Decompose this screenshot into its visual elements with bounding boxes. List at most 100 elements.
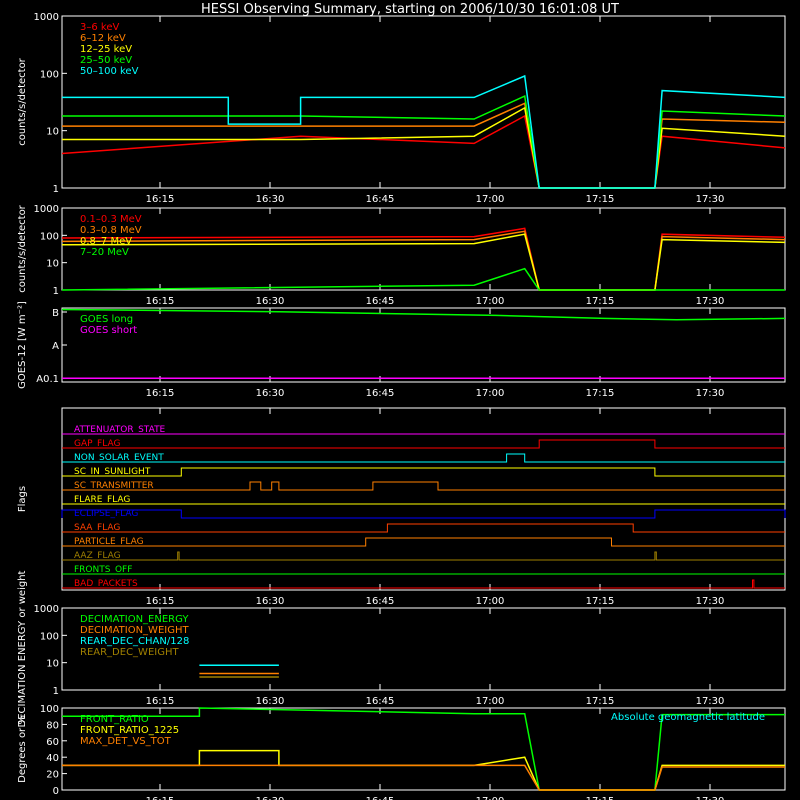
y-tick-label: 100 [40,69,59,80]
flag-line [62,537,785,547]
flag-line [62,551,785,561]
x-tick-label: 16:30 [256,388,285,399]
flag-line [62,467,785,477]
flag-label: AAZ_FLAG [74,551,121,561]
x-tick-label: 16:30 [256,296,285,307]
x-tick-label: 17:15 [586,696,615,707]
x-tick-label: 17:30 [696,388,725,399]
x-tick-label: 16:30 [256,796,285,800]
flag-line [62,439,785,449]
flag-line [62,481,785,491]
x-tick-label: 17:30 [696,596,725,607]
y-tick-label: 100 [40,231,59,242]
y-tick-label: 80 [46,720,59,731]
series-line [61,267,785,291]
flag-label: NON_SOLAR_EVENT [74,453,164,463]
x-tick-label: 16:45 [366,796,395,800]
flag-label: FRONTS_OFF [74,565,132,575]
figure-title: HESSI Observing Summary, starting on 200… [201,2,619,17]
y-axis-label: Degrees or % [17,715,28,783]
x-tick-label: 16:30 [256,194,285,205]
legend-entry: GOES long [80,314,133,325]
panel-frame-4 [61,607,786,691]
flag-line [62,523,785,533]
x-tick-label: 17:15 [586,596,615,607]
x-tick-label: 16:45 [366,296,395,307]
legend-entry: 50–100 keV [80,66,139,77]
legend-entry: 0.8–7 MeV [80,236,132,247]
x-tick-label: 17:30 [696,796,725,800]
flag-label: SC_IN_SUNLIGHT [74,467,151,477]
legend-entry: 3–6 keV [80,22,119,33]
series-line [61,308,786,321]
panel-frame-3 [61,407,786,591]
x-tick-label: 17:15 [586,296,615,307]
flag-line [61,509,786,519]
legend-entry: REAR_DEC_CHAN/128 [80,636,189,647]
x-tick-label: 16:15 [146,194,175,205]
x-tick-label: 17:30 [696,696,725,707]
x-tick-label: 16:15 [146,388,175,399]
series-line [62,95,786,189]
flag-label: BAD_PACKETS [74,579,138,589]
x-tick-label: 16:45 [366,696,395,707]
x-tick-label: 17:00 [476,194,505,205]
x-tick-label: 17:15 [586,388,615,399]
x-tick-label: 17:00 [476,596,505,607]
y-axis-label: counts/s/detector [17,204,28,292]
y-tick-label: 20 [46,770,59,781]
flag-line [62,579,785,589]
flag-label: PARTICLE_FLAG [74,537,144,547]
series-line [62,106,786,189]
x-tick-label: 16:15 [146,296,175,307]
y-tick-label: A0.1 [36,374,59,385]
x-tick-label: 16:30 [256,696,285,707]
y-tick-label: 10 [46,127,59,138]
legend-entry: DECIMATION_WEIGHT [80,625,189,636]
flag-label: FLARE_FLAG [74,495,130,505]
legend-entry: 0.3–0.8 MeV [80,225,142,236]
annotation-label: Absolute geomagnetic latitude [611,712,765,723]
flag-label: ECLIPSE_FLAG [74,509,138,519]
y-tick-label: 100 [40,704,59,715]
legend-entry: REAR_DEC_WEIGHT [80,647,179,658]
legend-entry: FRONT_RATIO [80,714,149,725]
y-tick-label: 10 [46,659,59,670]
y-axis-label: Flags [17,486,28,512]
y-axis-label: GOES-12 [W m⁻²] [17,301,28,389]
flag-label: ATTENUATOR_STATE [74,425,166,435]
y-tick-label: 1 [53,184,59,195]
y-tick-label: 1000 [34,12,59,23]
y-tick-label: B [52,308,59,319]
panel-frame-5 [61,707,786,791]
flag-label: GAP_FLAG [74,439,120,449]
x-tick-label: 17:30 [696,296,725,307]
y-tick-label: 60 [46,737,59,748]
y-tick-label: 100 [40,631,59,642]
y-tick-label: 10 [46,259,59,270]
flag-line [62,453,785,463]
y-axis-label: counts/s/detector [17,57,28,145]
y-tick-label: 1000 [34,204,59,215]
x-tick-label: 17:30 [696,194,725,205]
y-tick-label: 40 [46,753,59,764]
legend-entry: 7–20 MeV [80,247,129,258]
y-tick-label: 1 [53,686,59,697]
legend-entry: MAX_DET_VS_TOT [80,736,172,747]
x-tick-label: 17:00 [476,696,505,707]
legend-entry: DECIMATION_ENERGY [80,614,189,625]
panel-frame-0 [61,15,786,189]
y-tick-label: 0 [53,786,59,797]
x-tick-label: 16:45 [366,596,395,607]
x-tick-label: 17:00 [476,388,505,399]
x-tick-label: 17:00 [476,796,505,800]
x-tick-label: 16:15 [146,696,175,707]
series-line [62,749,785,791]
panels-group: 16:15 16:30 16:45 17:00 17:15 17:30 counts/s/d… [17,12,786,800]
series-line [62,764,785,791]
flag-label: SC_TRANSMITTER [74,481,154,491]
y-tick-label: A [52,341,59,352]
y-tick-label: 1 [53,286,59,297]
y-tick-label: 1000 [34,604,59,615]
